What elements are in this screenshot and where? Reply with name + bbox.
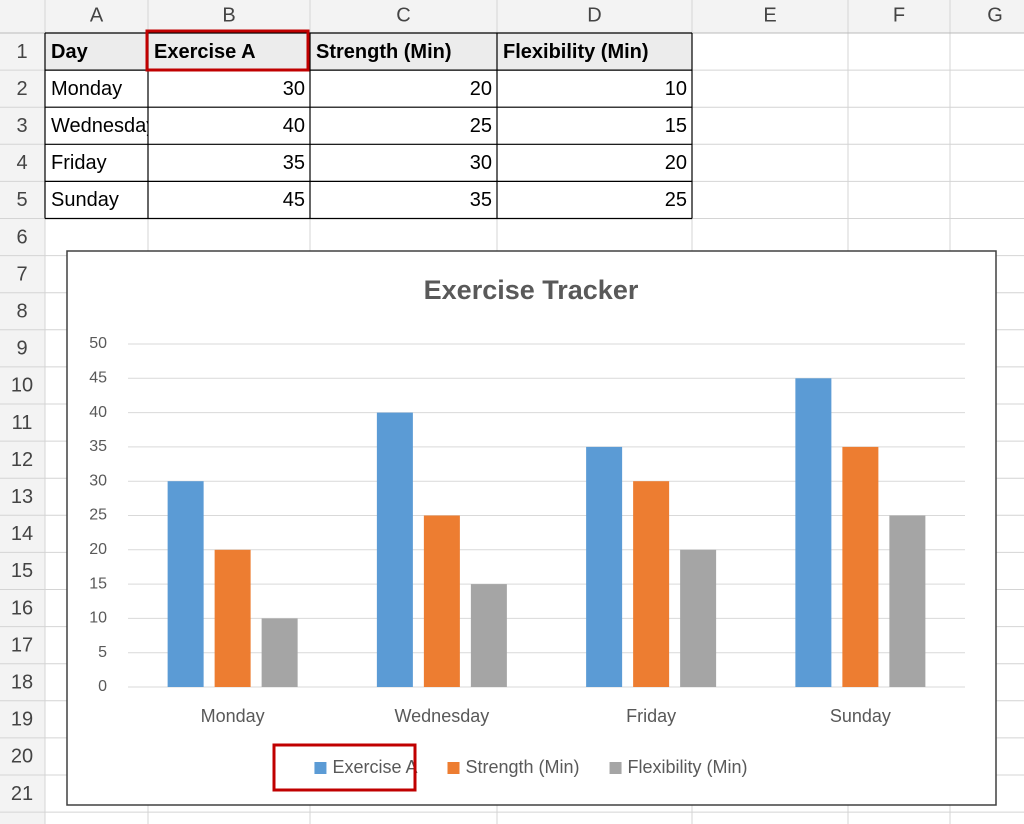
cell-text: 30	[470, 152, 492, 174]
row-header: 1	[16, 41, 27, 63]
column-header: F	[893, 4, 905, 26]
row-header: 4	[16, 152, 27, 174]
row-header: 17	[11, 634, 33, 656]
cell-text: Wednesday	[51, 115, 156, 137]
legend-label: Strength (Min)	[465, 757, 579, 777]
cell-text: 30	[283, 78, 305, 100]
bar	[470, 584, 507, 687]
bar	[167, 481, 204, 687]
bar	[586, 446, 623, 687]
y-tick-label: 5	[98, 644, 107, 661]
cell-text: 35	[283, 152, 305, 174]
row-header-bar	[0, 0, 45, 824]
column-header: A	[90, 4, 104, 26]
y-tick-label: 0	[98, 678, 107, 695]
row-header: 15	[11, 560, 33, 582]
y-tick-label: 15	[89, 575, 107, 592]
y-tick-label: 10	[89, 610, 107, 627]
row-header: 16	[11, 597, 33, 619]
x-tick-label: Monday	[201, 706, 265, 726]
row-header: 12	[11, 449, 33, 471]
row-header: 6	[16, 226, 27, 248]
bar	[889, 515, 926, 687]
row-header: 14	[11, 523, 33, 545]
cell-text: 35	[470, 189, 492, 211]
row-header: 10	[11, 375, 33, 397]
highlight-box	[145, 29, 310, 72]
header-cell-fill	[148, 33, 310, 71]
bar	[795, 378, 832, 687]
row-header: 3	[16, 115, 27, 137]
cell-text: Exercise A	[154, 41, 256, 63]
bar	[214, 549, 251, 687]
column-header: E	[763, 4, 776, 26]
column-header: B	[222, 4, 235, 26]
row-header: 20	[11, 746, 33, 768]
legend-swatch	[447, 762, 460, 774]
cell-text: 25	[470, 115, 492, 137]
x-tick-label: Friday	[626, 706, 676, 726]
cell-text: Sunday	[51, 189, 119, 211]
header-cell-fill	[497, 33, 692, 71]
chart-title: Exercise Tracker	[424, 275, 639, 305]
header-cell-fill	[45, 33, 148, 71]
cell-text: 15	[665, 115, 687, 137]
row-header: 2	[16, 78, 27, 100]
bar	[680, 549, 717, 687]
cell-text: 20	[665, 152, 687, 174]
row-header: 8	[16, 301, 27, 323]
bar	[423, 515, 460, 687]
y-tick-label: 45	[89, 370, 107, 387]
bar	[376, 412, 413, 687]
cell-text: 45	[283, 189, 305, 211]
highlight-box	[272, 743, 417, 792]
legend-label: Flexibility (Min)	[628, 757, 748, 777]
cell-text: Day	[51, 41, 89, 63]
column-header-bar	[0, 0, 1024, 33]
x-tick-label: Sunday	[830, 706, 891, 726]
y-tick-label: 30	[89, 472, 107, 489]
row-header: 13	[11, 486, 33, 508]
y-tick-label: 20	[89, 541, 107, 558]
column-header: C	[396, 4, 410, 26]
row-header: 5	[16, 189, 27, 211]
row-header: 21	[11, 783, 33, 805]
column-header: D	[587, 4, 601, 26]
legend-label: Exercise A	[332, 757, 417, 777]
legend-swatch	[314, 762, 327, 774]
row-header: 9	[16, 338, 27, 360]
y-tick-label: 25	[89, 507, 107, 524]
column-header: G	[987, 4, 1003, 26]
cell-text: 10	[665, 78, 687, 100]
legend-swatch	[609, 762, 622, 774]
chart: Exercise Tracker 0 5 10 15 20 25 30 35 40 45 50 Mon…	[66, 250, 997, 806]
row-header: 7	[16, 263, 27, 285]
cell-text: 40	[283, 115, 305, 137]
cell-text: 25	[665, 189, 687, 211]
bar	[842, 446, 879, 687]
bar	[633, 481, 670, 687]
header-cell-fill	[310, 33, 497, 71]
bar	[261, 618, 298, 687]
chart-frame	[66, 250, 997, 806]
cell-text: 20	[470, 78, 492, 100]
x-tick-label: Wednesday	[395, 706, 490, 726]
cell-text: Flexibility (Min)	[503, 41, 649, 63]
row-header: 18	[11, 672, 33, 694]
y-tick-label: 40	[89, 404, 107, 421]
y-tick-label: 50	[89, 335, 107, 352]
y-tick-label: 35	[89, 438, 107, 455]
cell-text: Strength (Min)	[316, 41, 452, 63]
cell-text: Monday	[51, 78, 122, 100]
row-header: 11	[12, 412, 33, 434]
cell-text: Friday	[51, 152, 107, 174]
row-header: 19	[11, 709, 33, 731]
